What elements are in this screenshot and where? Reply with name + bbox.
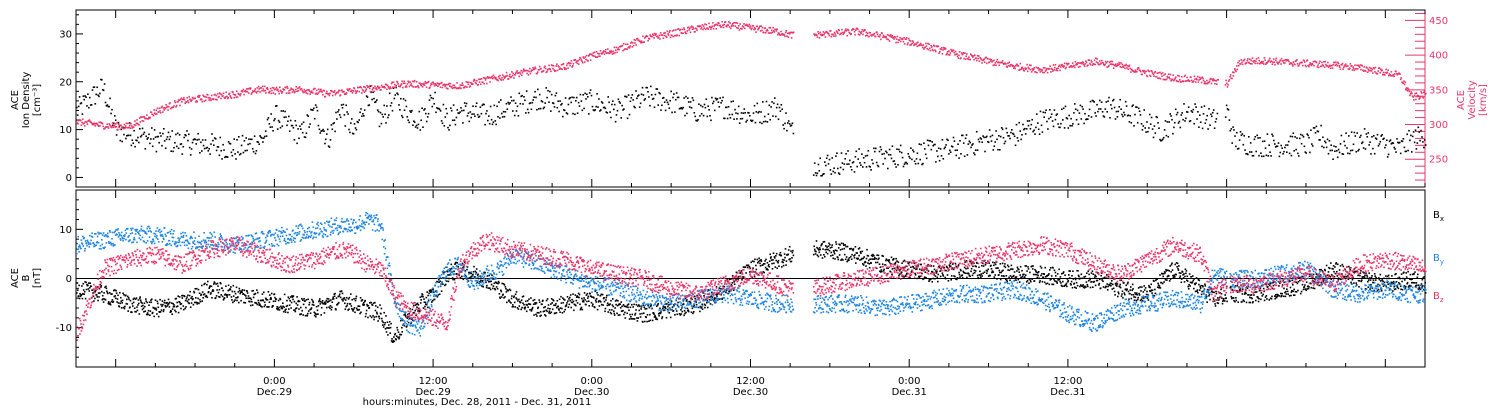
legend-subscript: y [1440,258,1444,266]
legend-subscript: x [1440,215,1444,223]
legend-subscript: z [1440,296,1444,304]
left-tick-label: 0 [66,173,72,184]
axis-title-line: Velocity [1467,80,1478,119]
axis-title-line: Ion Density [21,72,32,129]
legend-bx: Bx [1433,210,1444,223]
x-tick-date: Dec.29 [415,387,450,398]
left-tick-label: 20 [59,77,72,88]
velocity-points [76,20,1427,131]
axis-title-line: [cm⁻³] [32,84,43,116]
x-tick-time: 0:00 [581,376,603,387]
legend-by: By [1433,253,1444,266]
axis-title: ACEB[nT] [10,268,43,288]
time-axis: 0:00Dec.2912:00Dec.290:00Dec.3012:00Dec.… [75,10,1426,398]
right-tick-label: 350 [1429,85,1448,96]
axis-title-line: [km/s] [1478,84,1489,116]
x-tick-date: Dec.30 [574,387,609,398]
x-tick-time: 12:00 [1053,376,1082,387]
x-tick-date: Dec.31 [892,387,927,398]
left-tick-label: 10 [59,125,72,136]
axis-title-line: [nT] [32,268,43,288]
left-tick-label: 30 [59,29,72,40]
x-tick-date: Dec.29 [257,387,292,398]
left-tick-label: 0 [66,274,72,285]
right-tick-label: 450 [1429,16,1448,27]
x-tick-time: 0:00 [263,376,285,387]
left-tick-label: -10 [56,323,72,334]
axis-title-line: ACE [1456,90,1467,110]
x-tick-date: Dec.31 [1050,387,1085,398]
axis-title-line: ACE [10,268,21,288]
axis-title-line: ACE [10,90,21,110]
axis-title: ACEIon Density[cm⁻³] [10,72,43,129]
ion-density-points [76,78,1427,177]
x-tick-time: 0:00 [898,376,920,387]
x-tick-time: 12:00 [419,376,448,387]
legend-bz: Bz [1433,291,1444,304]
bz-points [76,232,1427,341]
x-axis-title: hours:minutes, Dec. 28, 2011 - Dec. 31, … [363,397,592,408]
bx-points [76,240,1427,343]
x-tick-date: Dec.30 [733,387,768,398]
left-tick-label: 10 [59,225,72,236]
x-tick-time: 12:00 [736,376,765,387]
right-tick-label: 300 [1429,120,1448,131]
axis-title: ACEVelocity[km/s] [1456,80,1489,119]
axis-title-line: B [21,274,32,281]
by-points [76,211,1427,337]
top-panel-frame [75,9,1426,188]
right-tick-label: 400 [1429,51,1448,62]
right-tick-label: 250 [1429,155,1448,166]
